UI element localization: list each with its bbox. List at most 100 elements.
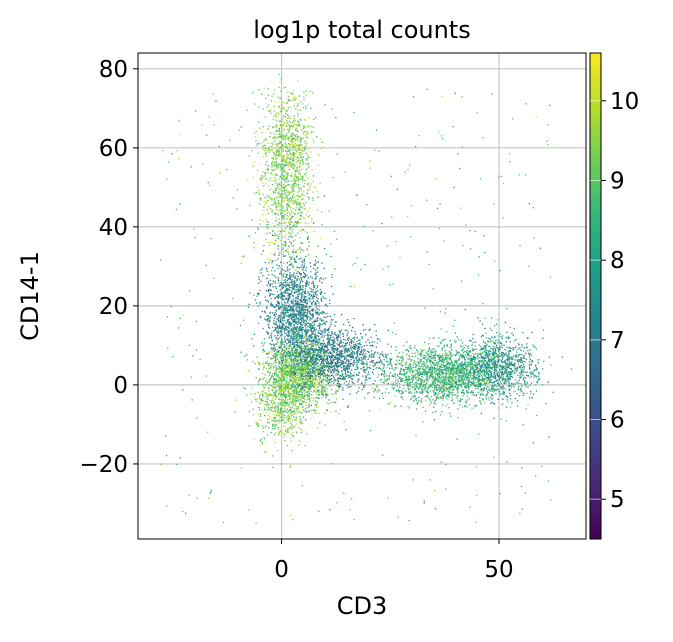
data-point bbox=[282, 166, 284, 168]
data-point bbox=[283, 170, 286, 172]
data-point bbox=[301, 371, 303, 374]
data-point bbox=[362, 324, 364, 326]
data-point bbox=[314, 340, 317, 342]
data-point bbox=[300, 319, 303, 321]
data-point bbox=[318, 394, 320, 396]
data-point bbox=[278, 307, 280, 309]
data-point bbox=[295, 151, 298, 153]
data-point bbox=[299, 399, 301, 401]
data-point bbox=[308, 390, 310, 392]
data-point bbox=[276, 355, 278, 357]
data-point bbox=[323, 195, 325, 197]
data-point bbox=[297, 213, 299, 215]
data-point bbox=[323, 353, 325, 355]
data-point bbox=[300, 292, 303, 294]
data-point bbox=[292, 351, 294, 353]
data-point bbox=[295, 388, 297, 390]
data-point bbox=[293, 257, 295, 259]
data-point bbox=[337, 335, 339, 337]
data-point bbox=[303, 376, 305, 378]
data-point bbox=[318, 391, 320, 393]
data-point bbox=[312, 391, 315, 393]
data-point bbox=[308, 371, 310, 373]
data-point bbox=[310, 337, 312, 340]
data-point bbox=[285, 322, 287, 324]
data-point bbox=[270, 335, 273, 337]
data-point bbox=[283, 295, 285, 298]
data-point bbox=[284, 329, 286, 331]
data-point bbox=[286, 266, 288, 268]
data-point bbox=[281, 185, 283, 187]
data-point bbox=[258, 106, 260, 108]
data-point bbox=[291, 376, 293, 378]
data-point bbox=[322, 319, 324, 321]
data-point bbox=[306, 398, 309, 400]
data-point bbox=[310, 295, 313, 297]
data-point bbox=[301, 307, 303, 309]
data-point bbox=[296, 335, 298, 337]
data-point bbox=[297, 383, 299, 385]
data-point bbox=[311, 376, 313, 378]
data-point bbox=[285, 354, 287, 356]
data-point bbox=[322, 364, 324, 366]
data-point bbox=[325, 253, 327, 255]
data-point bbox=[293, 144, 295, 146]
data-point bbox=[286, 218, 288, 220]
data-point bbox=[284, 234, 286, 237]
data-point bbox=[270, 259, 272, 262]
data-point bbox=[281, 293, 283, 295]
data-point bbox=[275, 381, 277, 383]
data-point bbox=[294, 224, 296, 226]
data-point bbox=[289, 268, 291, 270]
data-point bbox=[283, 316, 286, 318]
data-point bbox=[265, 183, 267, 185]
data-point bbox=[272, 137, 274, 139]
data-point bbox=[241, 256, 243, 258]
data-point bbox=[310, 131, 312, 133]
cluster-junction bbox=[269, 300, 413, 412]
data-point bbox=[276, 291, 279, 293]
data-point bbox=[367, 366, 369, 368]
data-point bbox=[286, 184, 288, 186]
data-point bbox=[269, 351, 271, 353]
data-point bbox=[279, 176, 281, 179]
data-point bbox=[350, 356, 352, 359]
data-point bbox=[323, 363, 325, 365]
data-point bbox=[295, 252, 297, 254]
data-point bbox=[317, 330, 320, 332]
data-point bbox=[289, 264, 292, 266]
data-point bbox=[295, 179, 298, 182]
data-point bbox=[280, 134, 282, 136]
data-point bbox=[275, 220, 277, 222]
data-point bbox=[253, 242, 255, 244]
data-point bbox=[276, 375, 278, 377]
data-point bbox=[302, 194, 304, 196]
data-point bbox=[321, 385, 323, 388]
data-point bbox=[346, 319, 349, 321]
data-point bbox=[278, 151, 280, 154]
data-point bbox=[307, 348, 309, 350]
data-point bbox=[273, 356, 275, 358]
data-point bbox=[295, 347, 297, 350]
data-point bbox=[307, 155, 309, 157]
data-point bbox=[287, 326, 289, 328]
data-point bbox=[347, 376, 350, 379]
data-point bbox=[306, 391, 308, 394]
data-point bbox=[278, 222, 281, 224]
data-point bbox=[263, 342, 266, 344]
data-point bbox=[284, 135, 286, 138]
data-point bbox=[329, 385, 331, 387]
data-point bbox=[292, 147, 294, 149]
data-point bbox=[296, 272, 298, 274]
data-point bbox=[297, 313, 299, 315]
data-point bbox=[282, 364, 284, 366]
data-point bbox=[273, 242, 275, 244]
data-point bbox=[321, 388, 323, 391]
data-point bbox=[355, 344, 357, 346]
data-point bbox=[283, 221, 285, 224]
data-point bbox=[312, 351, 314, 354]
data-point bbox=[283, 167, 285, 169]
data-point bbox=[272, 191, 274, 193]
data-point bbox=[293, 152, 296, 154]
data-point bbox=[299, 356, 301, 358]
